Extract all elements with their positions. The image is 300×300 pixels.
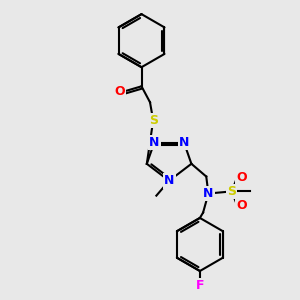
Text: O: O [114,85,124,98]
Text: N: N [179,136,189,149]
Text: N: N [164,174,174,187]
Text: S: S [149,114,158,127]
Text: S: S [227,185,236,198]
Text: O: O [236,199,247,212]
Text: O: O [236,171,247,184]
Text: N: N [203,187,214,200]
Text: N: N [149,136,159,149]
Text: F: F [196,279,204,292]
